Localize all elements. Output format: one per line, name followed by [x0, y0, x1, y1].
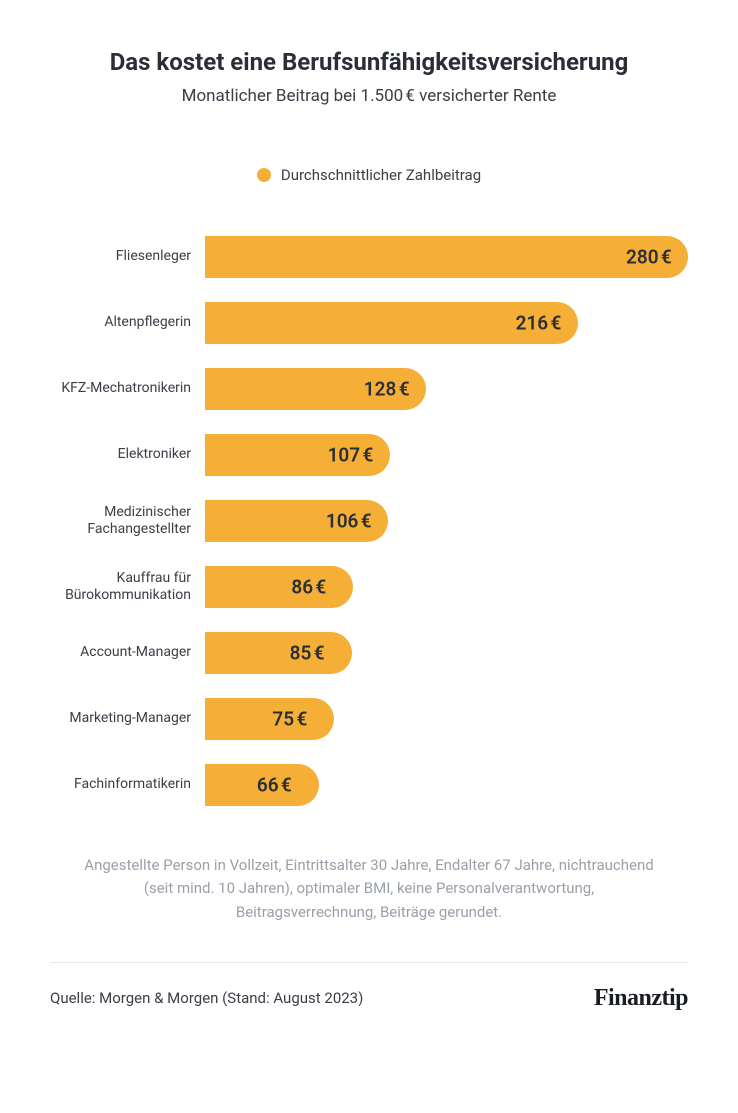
- bar-value: 216 €: [516, 312, 562, 335]
- bar-value: 75 €: [272, 708, 307, 731]
- chart-legend: Durchschnittlicher Zahlbeitrag: [50, 166, 688, 184]
- bar-value: 128 €: [364, 378, 410, 401]
- category-label: Fliesenleger: [50, 248, 205, 266]
- bar-value: 86 €: [291, 576, 326, 599]
- category-label: Medizinischer Fachangestellter: [50, 504, 205, 539]
- legend-dot-icon: [257, 168, 271, 182]
- chart-row: Account-Manager 85 €: [50, 620, 688, 686]
- bar-area: 106 €: [205, 500, 688, 542]
- chart-subtitle: Monatlicher Beitrag bei 1.500 € versiche…: [50, 86, 688, 106]
- chart-footnote: Angestellte Person in Vollzeit, Eintritt…: [50, 854, 688, 924]
- bar: [205, 698, 334, 740]
- chart-row: Kauffrau für Bürokommunikation 86 €: [50, 554, 688, 620]
- chart-row: Elektroniker 107 €: [50, 422, 688, 488]
- category-label: Elektroniker: [50, 446, 205, 464]
- category-label: Altenpflegerin: [50, 314, 205, 332]
- bar-area: 128 €: [205, 368, 688, 410]
- bar-area: 85 €: [205, 632, 688, 674]
- source-text: Quelle: Morgen & Morgen (Stand: August 2…: [50, 989, 363, 1007]
- legend-label: Durchschnittlicher Zahlbeitrag: [281, 166, 481, 184]
- bar-value: 280 €: [626, 246, 672, 269]
- bar-area: 75 €: [205, 698, 688, 740]
- category-label: Marketing-Manager: [50, 710, 205, 728]
- bar-value: 106 €: [326, 510, 372, 533]
- chart-row: Marketing-Manager 75 €: [50, 686, 688, 752]
- brand-logo: Finanztip: [594, 985, 688, 1012]
- bar: [205, 632, 352, 674]
- bar-value: 85 €: [290, 642, 325, 665]
- category-label: KFZ-Mechatronikerin: [50, 380, 205, 398]
- chart-row: Altenpflegerin 216 €: [50, 290, 688, 356]
- chart-row: Fachinformatikerin 66 €: [50, 752, 688, 818]
- category-label: Kauffrau für Bürokommunikation: [50, 570, 205, 605]
- chart-row: Fliesenleger 280 €: [50, 224, 688, 290]
- chart-title: Das kostet eine Berufsunfähigkeitsversic…: [50, 48, 688, 76]
- bar-chart: Fliesenleger 280 € Altenpflegerin 216 € KFZ-…: [50, 224, 688, 818]
- chart-row: Medizinischer Fachangestellter 106 €: [50, 488, 688, 554]
- bar-area: 280 €: [205, 236, 688, 278]
- bar-area: 86 €: [205, 566, 688, 608]
- category-label: Account-Manager: [50, 644, 205, 662]
- bar: [205, 566, 353, 608]
- bar-area: 66 €: [205, 764, 688, 806]
- bar-area: 216 €: [205, 302, 688, 344]
- footer: Quelle: Morgen & Morgen (Stand: August 2…: [50, 985, 688, 1012]
- footer-divider: [50, 962, 688, 963]
- chart-row: KFZ-Mechatronikerin 128 €: [50, 356, 688, 422]
- bar-value: 66 €: [257, 774, 292, 797]
- category-label: Fachinformatikerin: [50, 776, 205, 794]
- bar-value: 107 €: [328, 444, 374, 467]
- bar: [205, 236, 688, 278]
- bar-area: 107 €: [205, 434, 688, 476]
